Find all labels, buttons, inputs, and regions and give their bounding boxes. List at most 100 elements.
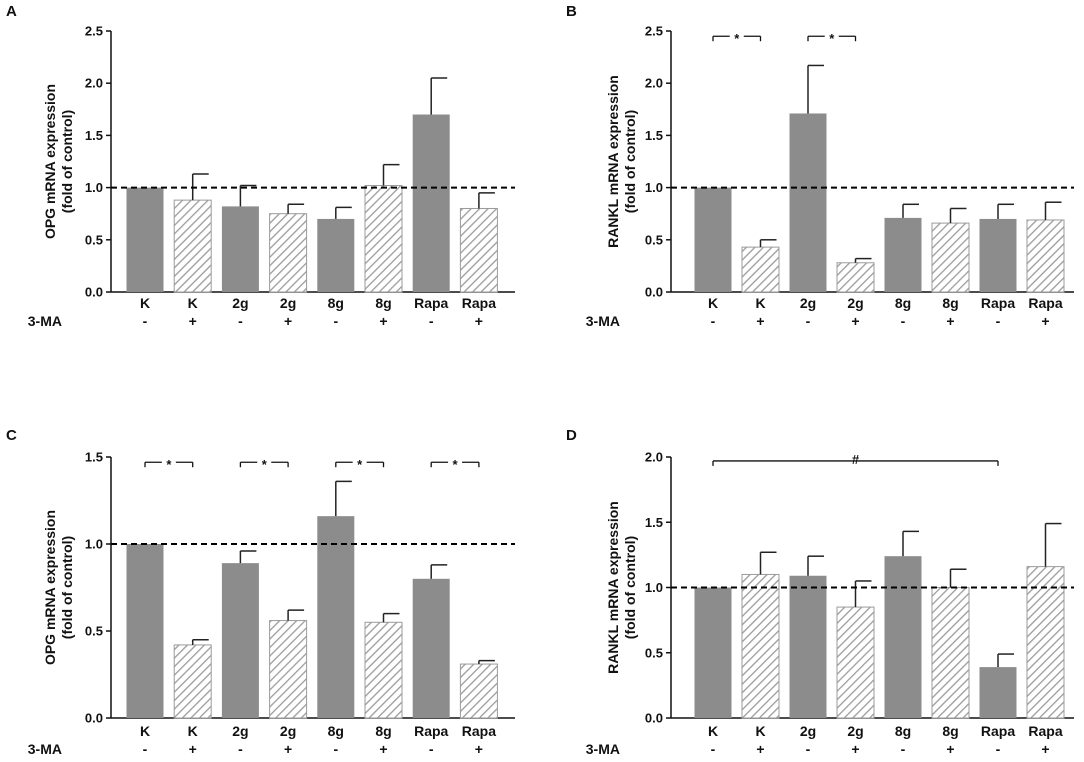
x-category-label: 8g [942, 295, 958, 311]
x-category-label: 8g [375, 295, 391, 311]
significance-label-bg [824, 30, 839, 43]
bar [173, 644, 212, 719]
treatment-sign: + [189, 313, 197, 329]
y-tick-label: 2.0 [645, 450, 663, 465]
y-tick-label: 0.0 [645, 711, 663, 726]
significance-label-bg [161, 456, 176, 469]
bar [269, 213, 308, 293]
x-category-label: K [188, 723, 198, 739]
treatment-sign: - [901, 313, 906, 329]
bar [836, 262, 875, 293]
treatment-sign: + [1041, 313, 1049, 329]
bar [931, 587, 970, 719]
treatment-sign: + [379, 741, 387, 757]
treatment-sign: - [996, 313, 1001, 329]
treatment-sign: - [143, 313, 148, 329]
x-category-label: Rapa [981, 295, 1015, 311]
y-tick-label: 0.5 [85, 232, 103, 247]
bar [459, 207, 498, 293]
significance-label: * [453, 457, 459, 472]
treatment-sign: - [996, 741, 1001, 757]
treatment-row-label: 3-MA [28, 313, 62, 329]
bar [269, 620, 308, 719]
chart-panel-c: C OPG mRNA expression(fold of control) 0.0… [6, 427, 515, 757]
y-tick-label: 1.0 [645, 580, 663, 595]
treatment-row-label: 3-MA [586, 741, 620, 757]
x-category-label: K [188, 295, 198, 311]
significance-label: # [852, 452, 860, 467]
y-axis-label: OPG mRNA expression(fold of control) [42, 84, 75, 239]
x-category-label: 2g [847, 723, 863, 739]
y-tick-label: 1.0 [85, 180, 103, 195]
bar [836, 606, 875, 719]
treatment-sign: - [333, 741, 338, 757]
x-category-label: Rapa [462, 723, 496, 739]
treatment-sign: + [851, 741, 859, 757]
treatment-sign: - [806, 313, 811, 329]
bar [459, 663, 498, 719]
x-category-label: 8g [375, 723, 391, 739]
x-category-label: Rapa [1028, 723, 1062, 739]
x-category-label: 8g [895, 723, 911, 739]
y-tick-label: 2.5 [645, 24, 663, 39]
bar [364, 621, 403, 719]
x-category-label: K [708, 723, 718, 739]
y-tick-label: 0.5 [645, 232, 663, 247]
x-category-label: 2g [280, 295, 296, 311]
chart-panel-b: B RANKL mRNA expression(fold of control) 0… [566, 3, 1074, 329]
y-axis-label-line: RANKL mRNA expression [605, 501, 621, 674]
x-category-label: 2g [800, 295, 816, 311]
significance-label: * [734, 31, 740, 46]
bar [1026, 219, 1065, 293]
x-category-label: Rapa [981, 723, 1015, 739]
bar [979, 667, 1017, 718]
panel-letter: A [6, 3, 17, 20]
treatment-sign: + [284, 741, 292, 757]
panel-letter: D [566, 427, 577, 444]
x-category-label: Rapa [414, 723, 448, 739]
significance-label-bg [448, 456, 463, 469]
bar [173, 199, 212, 293]
y-tick-label: 0.0 [645, 285, 663, 300]
y-tick-label: 1.5 [645, 128, 663, 143]
treatment-sign: - [333, 313, 338, 329]
y-tick-label: 2.5 [85, 24, 103, 39]
x-category-label: 2g [232, 723, 248, 739]
y-axis-label: RANKL mRNA expression(fold of control) [605, 501, 638, 674]
significance-label: * [166, 457, 172, 472]
bar [741, 246, 780, 293]
y-tick-label: 1.5 [85, 450, 103, 465]
treatment-sign: - [238, 741, 243, 757]
y-tick-label: 0.5 [85, 624, 103, 639]
bar [694, 587, 732, 718]
significance-label: * [357, 457, 363, 472]
y-tick-label: 1.5 [645, 515, 663, 530]
bar [412, 114, 450, 293]
treatment-sign: + [851, 313, 859, 329]
bar [931, 222, 970, 293]
treatment-sign: - [429, 741, 434, 757]
bar [789, 113, 827, 292]
x-category-label: Rapa [414, 295, 448, 311]
bar [317, 218, 355, 292]
x-category-label: 8g [942, 723, 958, 739]
y-tick-label: 0.0 [85, 711, 103, 726]
bar [221, 206, 259, 292]
treatment-sign: - [901, 741, 906, 757]
treatment-sign: + [284, 313, 292, 329]
chart-panel-a: A OPG mRNA expression(fold of control) 0.0… [6, 3, 515, 329]
bar [126, 544, 164, 718]
bar [979, 218, 1017, 292]
y-tick-label: 1.0 [85, 537, 103, 552]
bar [412, 578, 450, 718]
significance-label: * [262, 457, 268, 472]
bar [1026, 566, 1065, 719]
x-category-label: K [140, 295, 150, 311]
treatment-sign: - [711, 741, 716, 757]
bar [741, 573, 780, 719]
bar [884, 556, 922, 718]
treatment-sign: + [475, 741, 483, 757]
y-axis-label: RANKL mRNA expression(fold of control) [605, 75, 638, 248]
bar [317, 516, 355, 718]
treatment-sign: + [756, 313, 764, 329]
